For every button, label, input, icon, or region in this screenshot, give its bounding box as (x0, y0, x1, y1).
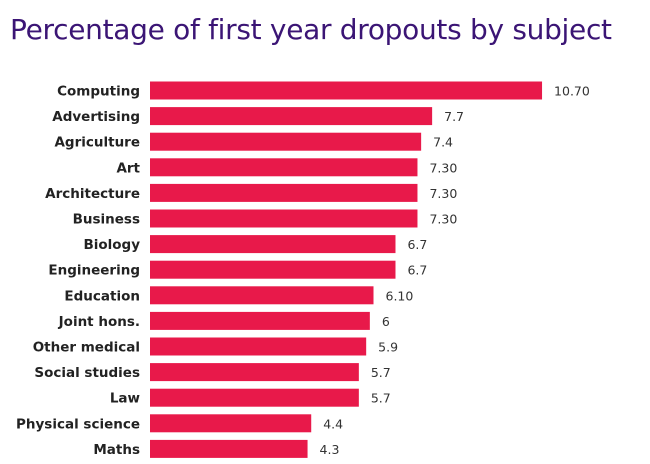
category-label-maths: Maths (93, 442, 140, 458)
bar-education (150, 286, 374, 305)
bar-maths (150, 439, 308, 458)
value-label-social-studies: 5.7 (371, 365, 391, 380)
value-label-architecture: 7.30 (429, 186, 457, 201)
value-label-other-medical: 5.9 (378, 340, 398, 355)
bars-layer: Computing 10.70 Advertising 7.7 Agriculture 7… (16, 81, 590, 458)
bar-joint-hons (150, 311, 370, 330)
bar-other-medical (150, 337, 367, 356)
bar-physical-science (150, 414, 312, 433)
category-label-other-medical: Other medical (33, 340, 140, 356)
value-label-engineering: 6.7 (407, 263, 427, 278)
value-label-joint-hons: 6 (382, 314, 390, 329)
bar-art (150, 158, 418, 177)
value-label-computing: 10.70 (554, 84, 590, 99)
category-label-business: Business (73, 212, 140, 228)
bar-agriculture (150, 132, 422, 151)
value-label-maths: 4.3 (320, 442, 340, 457)
value-label-law: 5.7 (371, 391, 391, 406)
bar-advertising (150, 107, 433, 126)
category-label-advertising: Advertising (52, 109, 140, 125)
bar-law (150, 388, 359, 407)
value-label-art: 7.30 (429, 160, 457, 175)
value-label-physical-science: 4.4 (323, 416, 343, 431)
bar-computing (150, 81, 543, 100)
bar-biology (150, 235, 396, 254)
category-label-social-studies: Social studies (34, 365, 140, 381)
bar-business (150, 209, 418, 228)
category-label-art: Art (116, 160, 140, 176)
category-label-architecture: Architecture (45, 186, 140, 202)
bar-architecture (150, 183, 418, 202)
chart-title: Percentage of first year dropouts by sub… (10, 13, 612, 46)
value-label-advertising: 7.7 (444, 109, 464, 124)
category-label-agriculture: Agriculture (54, 135, 140, 151)
bar-social-studies (150, 363, 359, 382)
value-label-biology: 6.7 (407, 237, 427, 252)
category-label-joint-hons: Joint hons. (58, 314, 140, 330)
category-label-biology: Biology (83, 237, 140, 253)
value-label-business: 7.30 (429, 212, 457, 227)
category-label-law: Law (110, 391, 140, 407)
category-label-computing: Computing (57, 84, 140, 100)
bar-engineering (150, 260, 396, 279)
category-label-education: Education (64, 288, 140, 304)
category-label-engineering: Engineering (48, 263, 140, 279)
value-label-education: 6.10 (386, 288, 414, 303)
category-label-physical-science: Physical science (16, 416, 140, 432)
value-label-agriculture: 7.4 (433, 135, 453, 150)
